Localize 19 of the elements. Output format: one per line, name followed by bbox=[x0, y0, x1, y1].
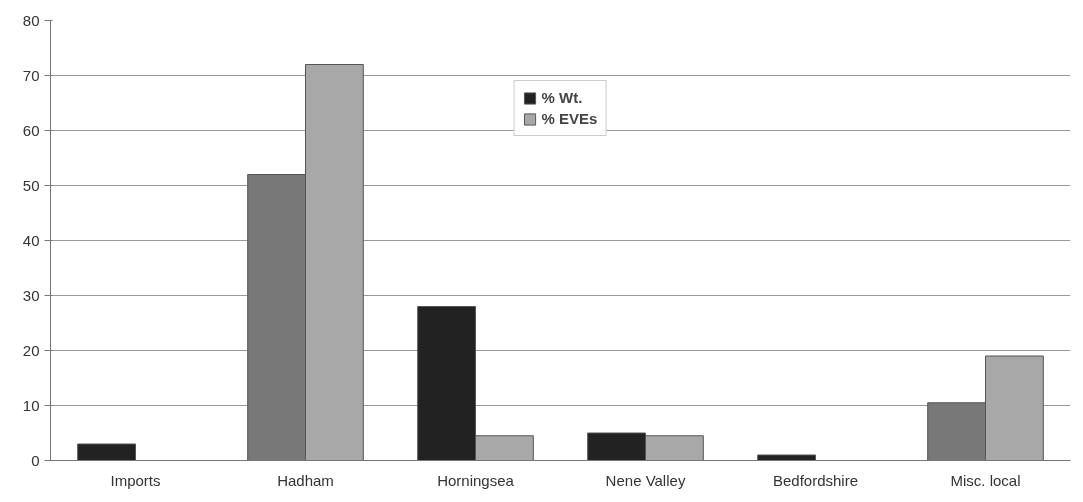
y-tick-label: 30 bbox=[22, 286, 40, 304]
y-tick-label: 40 bbox=[22, 231, 40, 249]
x-tick-label: Misc. local bbox=[950, 471, 1021, 489]
y-tick-label: 60 bbox=[22, 121, 40, 139]
legend-label: % EVEs bbox=[541, 110, 598, 127]
y-tick-label: 70 bbox=[22, 66, 40, 84]
bar bbox=[77, 443, 136, 461]
x-tick-label: Nene Valley bbox=[605, 471, 686, 489]
y-tick-label: 10 bbox=[22, 396, 40, 414]
y-tick-label: 0 bbox=[31, 451, 40, 469]
y-tick-label: 20 bbox=[22, 341, 40, 359]
y-tick-label: 50 bbox=[22, 176, 40, 194]
x-tick-label: Hadham bbox=[277, 471, 334, 489]
x-tick-label: Horningsea bbox=[437, 471, 515, 489]
x-tick-label: Imports bbox=[110, 471, 161, 489]
bar bbox=[757, 454, 816, 461]
legend-label: % Wt. bbox=[541, 89, 583, 106]
x-tick-label: Bedfordshire bbox=[772, 471, 859, 489]
y-tick-label: 80 bbox=[22, 11, 40, 29]
